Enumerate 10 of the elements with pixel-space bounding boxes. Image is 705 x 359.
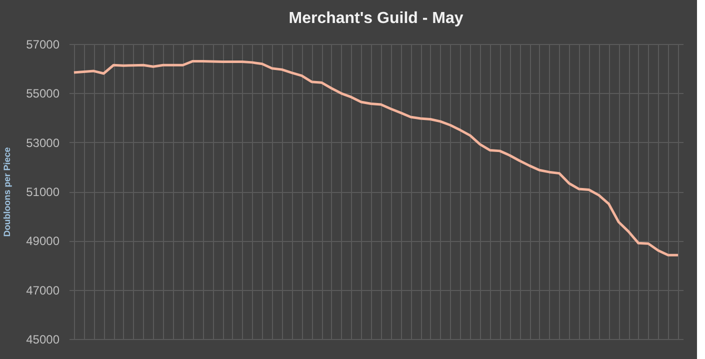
y-tick-label: 47000	[26, 283, 60, 298]
y-tick-label: 55000	[26, 86, 60, 101]
y-tick-label: 45000	[26, 332, 60, 346]
chart-title: Merchant's Guild - May	[288, 10, 464, 27]
y-tick-label: 53000	[26, 136, 60, 150]
line-series	[72, 60, 680, 256]
y-axis-title: Doubloons per Piece	[2, 147, 12, 237]
y-tick-label: 57000	[26, 38, 60, 52]
y-tick-label: 51000	[26, 185, 60, 199]
y-tick-label: 49000	[26, 234, 60, 248]
